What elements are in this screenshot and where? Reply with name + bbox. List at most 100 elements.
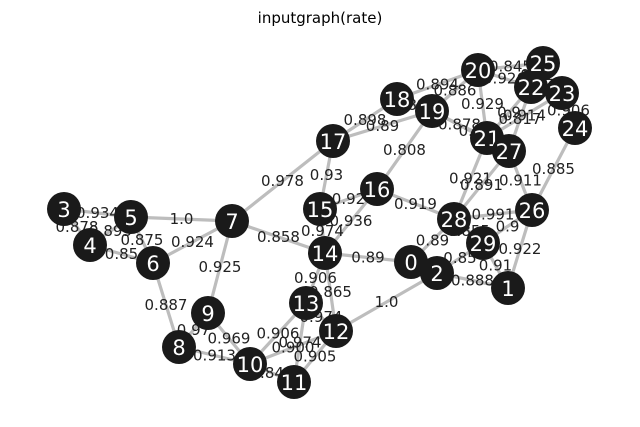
node-24: 24 [558, 111, 592, 145]
node-14: 14 [308, 236, 342, 270]
node-label: 11 [281, 371, 308, 395]
node-28: 28 [437, 202, 471, 236]
edge-label-19-21: 0.878 [438, 116, 481, 134]
edge-label-9-10: 0.969 [208, 330, 251, 348]
node-circle [47, 192, 81, 226]
edge-17-19 [331, 109, 434, 143]
edge-label-5-6: 0.875 [121, 231, 164, 249]
node-circle [308, 236, 342, 270]
node-label: 2 [430, 262, 443, 286]
edge-label-21-28: 0.921 [449, 170, 492, 188]
node-label: 17 [320, 130, 347, 154]
node-circle [233, 347, 267, 381]
node-10: 10 [233, 347, 267, 381]
node-label: 23 [549, 82, 576, 106]
edge-label-11-13: 0.974 [279, 334, 322, 352]
node-circle [303, 192, 337, 226]
node-circle [380, 82, 414, 116]
node-20: 20 [461, 53, 495, 87]
node-label: 13 [293, 292, 320, 316]
node-circle [415, 94, 449, 128]
node-circle [526, 46, 560, 80]
node-12: 12 [319, 314, 353, 348]
node-label: 7 [225, 210, 238, 234]
node-18: 18 [380, 82, 414, 116]
edge-label-7-14: 0.858 [257, 228, 300, 246]
edge-label-26-1: 0.922 [499, 240, 542, 258]
node-label: 29 [470, 232, 497, 256]
node-label: 4 [83, 234, 96, 258]
node-23: 23 [545, 76, 579, 110]
node-label: 15 [307, 198, 334, 222]
node-label: 5 [124, 206, 137, 230]
node-circle [461, 53, 495, 87]
node-circle [545, 76, 579, 110]
node-label: 22 [518, 76, 545, 100]
edge-label-7-9: 0.925 [199, 258, 242, 276]
edge-label-10-13: 0.906 [257, 325, 300, 343]
node-6: 6 [136, 246, 170, 280]
edge-7-17 [230, 139, 335, 223]
node-circle [360, 172, 394, 206]
node-label: 8 [172, 336, 185, 360]
edge-label-21-22: 0.9 [497, 104, 521, 122]
node-27: 27 [492, 134, 526, 168]
edge-label-4-6: 0.85 [105, 245, 138, 263]
edge-label-19-20: 0.886 [434, 82, 477, 100]
edge-label-3-5: 0.934 [76, 204, 119, 222]
node-11: 11 [277, 365, 311, 399]
edge-label-22-27: 0.817 [499, 110, 542, 128]
edge-label-10-12: 0.900 [272, 339, 315, 357]
edge-label-5-7: 1.0 [170, 210, 194, 228]
node-29: 29 [466, 226, 500, 260]
edge-label-17-19: 0.89 [366, 117, 399, 135]
node-label: 10 [237, 353, 264, 377]
node-label: 28 [441, 208, 468, 232]
node-26: 26 [515, 193, 549, 227]
node-label: 3 [57, 198, 70, 222]
edge-label-24-26: 0.885 [532, 160, 575, 178]
edge-label-7-17: 0.978 [261, 172, 304, 190]
node-8: 8 [162, 330, 196, 364]
edge-label-21-23: 0.914 [503, 107, 546, 125]
node-circle [136, 246, 170, 280]
node-1: 1 [491, 271, 525, 305]
edge-label-11-12: 0.905 [294, 348, 337, 366]
node-label: 25 [530, 52, 557, 76]
node-label: 26 [519, 199, 546, 223]
node-circle [114, 200, 148, 234]
node-label: 18 [384, 88, 411, 112]
node-5: 5 [114, 200, 148, 234]
edge-label-27-26: 0.911 [499, 172, 542, 190]
edge-label-20-25: 0.845 [489, 58, 532, 76]
node-label: 12 [323, 320, 350, 344]
node-2: 2 [420, 256, 454, 290]
edge-label-27-28: 0.891 [460, 176, 503, 194]
node-label: 27 [496, 140, 523, 164]
node-circle [215, 204, 249, 238]
node-circle [394, 245, 428, 279]
node-circle [73, 228, 107, 262]
node-13: 13 [289, 286, 323, 320]
node-label: 24 [562, 117, 589, 141]
node-circle [558, 111, 592, 145]
node-label: 1 [501, 277, 514, 301]
node-16: 16 [360, 172, 394, 206]
edge-label-13-14: 0.906 [294, 269, 337, 287]
node-9: 9 [191, 296, 225, 330]
node-19: 19 [415, 94, 449, 128]
node-circle [316, 124, 350, 158]
edge-label-6-8: 0.887 [145, 296, 188, 314]
edge-label-18-20: 0.894 [416, 76, 459, 94]
edge-label-20-21: 0.929 [461, 95, 504, 113]
graph-title: inputgraph(rate) [258, 9, 383, 27]
node-label: 20 [465, 59, 492, 83]
node-label: 9 [201, 302, 214, 326]
node-circle [319, 314, 353, 348]
edge-label-12-2: 1.0 [375, 293, 399, 311]
node-label: 14 [312, 242, 339, 266]
node-3: 3 [47, 192, 81, 226]
node-circle [492, 134, 526, 168]
